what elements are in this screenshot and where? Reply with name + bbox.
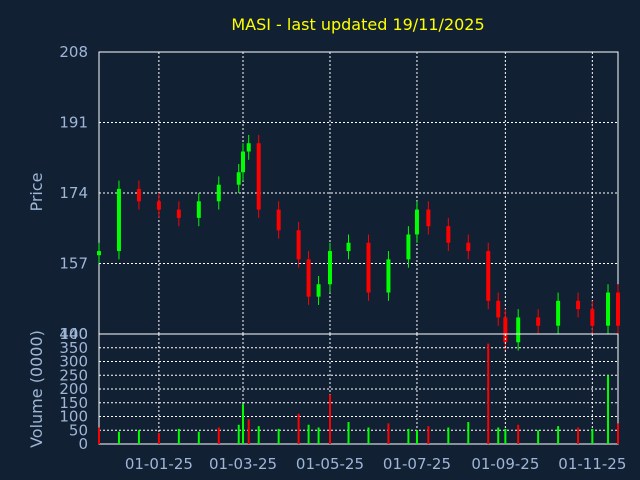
price-candles bbox=[97, 134, 620, 351]
candle-body bbox=[556, 300, 561, 326]
volume-bar bbox=[197, 431, 200, 444]
candle-body bbox=[536, 317, 541, 326]
volume-grid bbox=[99, 334, 618, 444]
volume-bar bbox=[415, 430, 418, 444]
candle-body bbox=[590, 309, 595, 326]
volume-bar bbox=[467, 422, 470, 444]
volume-bar bbox=[497, 427, 500, 444]
volume-bar bbox=[242, 404, 245, 444]
volume-y-tick-label: 400 bbox=[59, 325, 88, 343]
volume-bar bbox=[297, 413, 300, 444]
candle-body bbox=[256, 143, 261, 210]
volume-y-tick-label: 250 bbox=[59, 366, 88, 384]
candle-body bbox=[446, 226, 451, 243]
candle-body bbox=[116, 188, 121, 252]
candle-body bbox=[503, 317, 508, 343]
price-y-tick-label: 140 bbox=[59, 325, 88, 343]
volume-bar bbox=[137, 430, 140, 444]
candle-body bbox=[306, 259, 311, 297]
candle-body bbox=[346, 242, 351, 252]
candle-body bbox=[216, 184, 221, 202]
x-tick-label: 01-11-25 bbox=[558, 455, 626, 473]
candle-body bbox=[496, 300, 501, 318]
volume-y-tick-label: 100 bbox=[59, 408, 88, 426]
volume-bar bbox=[487, 343, 490, 444]
volume-bar bbox=[617, 423, 619, 444]
price-y-tick-label: 208 bbox=[59, 43, 88, 61]
candle-body bbox=[386, 259, 391, 293]
volume-bar bbox=[347, 422, 350, 444]
candle-body bbox=[576, 300, 581, 310]
price-y-tick-label: 191 bbox=[59, 114, 88, 132]
volume-bar bbox=[504, 428, 507, 444]
candle-body bbox=[246, 143, 251, 152]
candle-body bbox=[616, 292, 620, 326]
volume-bar bbox=[177, 428, 180, 444]
volume-y-tick-label: 200 bbox=[59, 380, 88, 398]
candle-body bbox=[316, 284, 321, 297]
volume-y-tick-label: 50 bbox=[69, 421, 88, 439]
candle-body bbox=[276, 209, 281, 231]
x-tick-label: 01-05-25 bbox=[296, 455, 364, 473]
volume-y-tick-label: 150 bbox=[59, 394, 88, 412]
volume-bar bbox=[237, 424, 240, 444]
volume-bar bbox=[537, 430, 540, 444]
candle-body bbox=[426, 209, 431, 227]
volume-bar bbox=[367, 427, 370, 444]
volume-bar bbox=[407, 428, 410, 444]
volume-bar bbox=[447, 427, 450, 444]
volume-bar bbox=[387, 423, 390, 444]
price-grid bbox=[99, 52, 618, 334]
candle-body bbox=[136, 188, 141, 202]
x-tick-label: 01-07-25 bbox=[383, 455, 451, 473]
volume-bar bbox=[277, 428, 280, 444]
volume-bar bbox=[257, 426, 260, 444]
volume-bar bbox=[577, 427, 580, 444]
price-y-label: Price bbox=[27, 172, 46, 211]
candle-body bbox=[296, 230, 301, 260]
candle-body bbox=[196, 201, 201, 218]
x-tick-label: 01-03-25 bbox=[209, 455, 277, 473]
x-tick-label: 01-09-25 bbox=[471, 455, 539, 473]
volume-bar bbox=[328, 394, 331, 444]
candle-body bbox=[97, 251, 101, 256]
candle-body bbox=[414, 209, 419, 235]
volume-bar bbox=[217, 427, 220, 444]
x-tick-label: 01-01-25 bbox=[125, 455, 193, 473]
candle-body bbox=[156, 201, 161, 210]
price-y-ticks: 208 191 174 157 140 bbox=[59, 43, 88, 343]
candle-body bbox=[366, 242, 371, 293]
volume-bar bbox=[607, 375, 610, 444]
volume-bar bbox=[427, 426, 430, 444]
price-y-tick-label: 174 bbox=[59, 184, 88, 202]
candle-body bbox=[486, 251, 491, 301]
candle-body bbox=[516, 317, 521, 343]
volume-bar bbox=[247, 419, 250, 444]
volume-bar bbox=[157, 433, 160, 444]
volume-bar bbox=[98, 427, 100, 444]
volume-bar bbox=[317, 427, 320, 444]
volume-bars bbox=[98, 343, 619, 444]
volume-bar bbox=[307, 424, 310, 444]
candle-body bbox=[466, 242, 471, 252]
candle-body bbox=[241, 151, 246, 173]
candle-body bbox=[236, 172, 241, 185]
volume-bar bbox=[117, 431, 120, 444]
volume-y-label: Volume (0000) bbox=[27, 330, 46, 448]
candle-body bbox=[606, 292, 611, 326]
x-axis-ticks: 01-01-25 01-03-25 01-05-25 01-07-25 01-09-25… bbox=[125, 455, 627, 473]
volume-y-tick-label: 300 bbox=[59, 353, 88, 371]
volume-bar bbox=[557, 426, 560, 444]
candle-body bbox=[176, 209, 181, 218]
volume-y-tick-label: 350 bbox=[59, 339, 88, 357]
candle-body bbox=[406, 234, 411, 260]
price-y-tick-label: 157 bbox=[59, 255, 88, 273]
candle-body bbox=[327, 251, 332, 285]
volume-y-tick-label: 0 bbox=[78, 435, 88, 453]
volume-bar bbox=[517, 424, 520, 444]
volume-bar bbox=[591, 428, 594, 444]
chart-title: MASI - last updated 19/11/2025 bbox=[231, 15, 484, 34]
